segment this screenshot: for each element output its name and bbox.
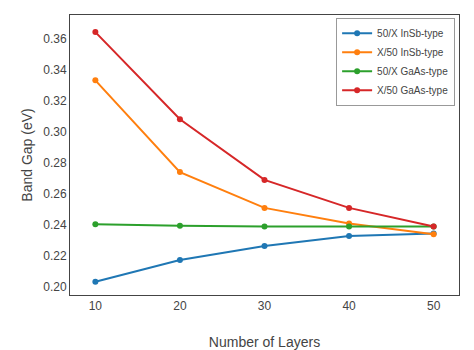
svg-text:0.36: 0.36 (43, 32, 67, 46)
svg-text:0.30: 0.30 (43, 125, 67, 139)
svg-text:10: 10 (89, 299, 103, 313)
svg-text:0.22: 0.22 (43, 249, 67, 263)
svg-text:0.20: 0.20 (43, 280, 67, 294)
svg-text:Band Gap (eV): Band Gap (eV) (19, 108, 35, 201)
svg-text:30: 30 (258, 299, 272, 313)
svg-text:0.28: 0.28 (43, 156, 67, 170)
svg-text:0.26: 0.26 (43, 187, 67, 201)
svg-text:50: 50 (427, 299, 441, 313)
svg-text:X/50 InSb-type: X/50 InSb-type (377, 47, 444, 58)
svg-text:0.24: 0.24 (43, 218, 67, 232)
svg-text:Number of Layers: Number of Layers (209, 334, 320, 350)
svg-text:X/50 GaAs-type: X/50 GaAs-type (377, 85, 448, 96)
svg-text:0.32: 0.32 (43, 94, 67, 108)
svg-text:50/X InSb-type: 50/X InSb-type (377, 28, 444, 39)
svg-text:0.34: 0.34 (43, 63, 67, 77)
svg-text:20: 20 (173, 299, 187, 313)
svg-text:50/X GaAs-type: 50/X GaAs-type (377, 66, 448, 77)
svg-text:40: 40 (342, 299, 356, 313)
